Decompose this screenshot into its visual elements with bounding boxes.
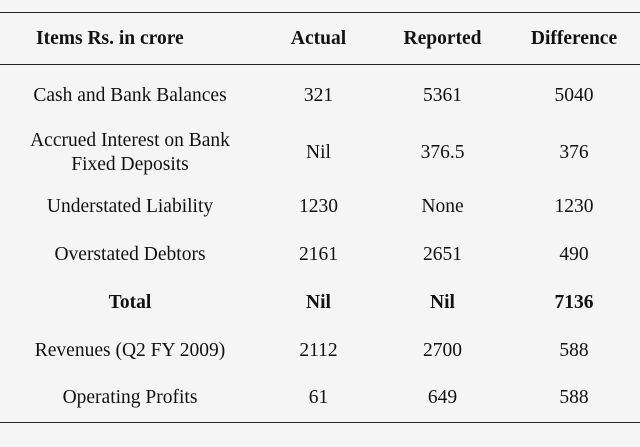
row-reported: 649 — [377, 374, 508, 423]
row-actual: 61 — [260, 374, 377, 423]
header-reported: Reported — [377, 12, 508, 65]
row-item: Operating Profits — [0, 374, 260, 423]
row-item: Total — [108, 291, 152, 313]
row-reported: 2700 — [423, 339, 462, 361]
header-items: Items Rs. in crore — [0, 12, 260, 65]
row-difference: 490 — [559, 243, 589, 265]
header-difference: Difference — [508, 12, 640, 65]
table-row: Overstated Debtors 2161 2651 490 — [0, 231, 640, 279]
row-actual: Nil — [306, 291, 331, 313]
row-reported: 5361 — [423, 85, 462, 107]
row-difference: 376 — [559, 142, 589, 163]
table-body: Cash and Bank Balances 321 5361 5040 Acc… — [0, 65, 640, 423]
row-difference: 1230 — [554, 195, 594, 217]
row-actual: 321 — [303, 85, 334, 107]
row-difference: 7136 — [554, 291, 594, 313]
row-item: Revenues (Q2 FY 2009) — [34, 339, 226, 361]
row-item: Understated Liability — [46, 195, 214, 217]
table-header: Items Rs. in crore Actual Reported Diffe… — [0, 12, 640, 65]
row-difference: 588 — [559, 339, 589, 361]
row-item: Accrued Interest on Bank Fixed Deposits — [30, 130, 230, 175]
table-row: Accrued Interest on Bank Fixed Deposits … — [0, 124, 640, 183]
row-actual: 2112 — [299, 339, 338, 361]
financial-discrepancy-table: Items Rs. in crore Actual Reported Diffe… — [0, 12, 640, 423]
table-row: Revenues (Q2 FY 2009) 2112 2700 588 — [0, 327, 640, 375]
header-row: Items Rs. in crore Actual Reported Diffe… — [0, 12, 640, 65]
table-row: Cash and Bank Balances 321 5361 5040 — [0, 65, 640, 124]
row-actual: 2161 — [299, 243, 338, 265]
table-row: Understated Liability 1230 None 1230 — [0, 183, 640, 231]
table-row: Operating Profits 61 649 588 — [0, 374, 640, 423]
row-difference: 588 — [508, 374, 640, 423]
row-reported: 376.5 — [420, 142, 465, 163]
total-row: Total Nil Nil 7136 — [0, 279, 640, 327]
row-actual: Nil — [306, 142, 331, 163]
row-reported: 2651 — [423, 243, 462, 265]
row-difference: 5040 — [554, 85, 594, 107]
row-item: Cash and Bank Balances — [33, 85, 227, 107]
row-item: Overstated Debtors — [54, 243, 206, 265]
row-reported: Nil — [430, 291, 455, 313]
header-actual: Actual — [260, 12, 377, 65]
row-actual: 1230 — [299, 195, 338, 217]
row-reported: None — [421, 195, 464, 217]
